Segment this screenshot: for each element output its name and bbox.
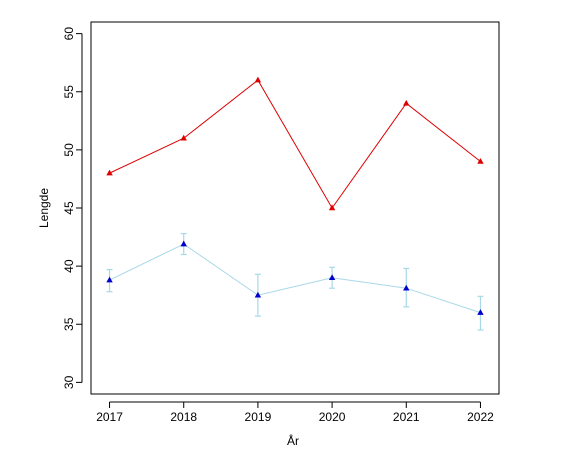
- data-point: [106, 276, 113, 283]
- y-tick-label: 35: [62, 317, 76, 331]
- x-tick-label: 2022: [467, 410, 494, 424]
- data-point: [477, 309, 484, 315]
- data-point: [328, 274, 336, 281]
- data-point: [477, 158, 484, 164]
- x-tick-label: 2018: [170, 410, 197, 424]
- series-line: [109, 243, 481, 314]
- data-point: [328, 204, 336, 211]
- series-line: [109, 79, 481, 209]
- y-tick-label: 45: [62, 201, 76, 215]
- data-point: [403, 99, 410, 106]
- y-axis-title: Lengde: [37, 188, 51, 228]
- plot-frame: [90, 21, 500, 395]
- data-point: [180, 134, 187, 141]
- x-tick-label: 2017: [96, 410, 123, 424]
- y-tick-label: 55: [62, 85, 76, 99]
- series-1: [106, 76, 484, 211]
- y-axis: 30 35 40 45 50 55 60: [62, 27, 83, 389]
- x-tick-label: 2020: [319, 410, 346, 424]
- series-layer: [106, 76, 484, 331]
- series-2: [106, 232, 484, 331]
- y-tick-label: 60: [62, 27, 76, 41]
- data-point: [106, 169, 113, 176]
- data-point: [254, 291, 262, 298]
- y-tick-label: 30: [62, 375, 76, 389]
- y-tick-label: 50: [62, 143, 76, 157]
- data-point: [254, 76, 262, 83]
- x-axis-title: År: [287, 433, 299, 448]
- data-point: [403, 284, 410, 291]
- x-tick-label: 2019: [245, 410, 272, 424]
- y-tick-label: 40: [62, 259, 76, 273]
- x-axis: 2017 2018 2019 2020 2021 2022: [96, 401, 494, 424]
- x-tick-label: 2021: [393, 410, 420, 424]
- data-point: [180, 240, 187, 247]
